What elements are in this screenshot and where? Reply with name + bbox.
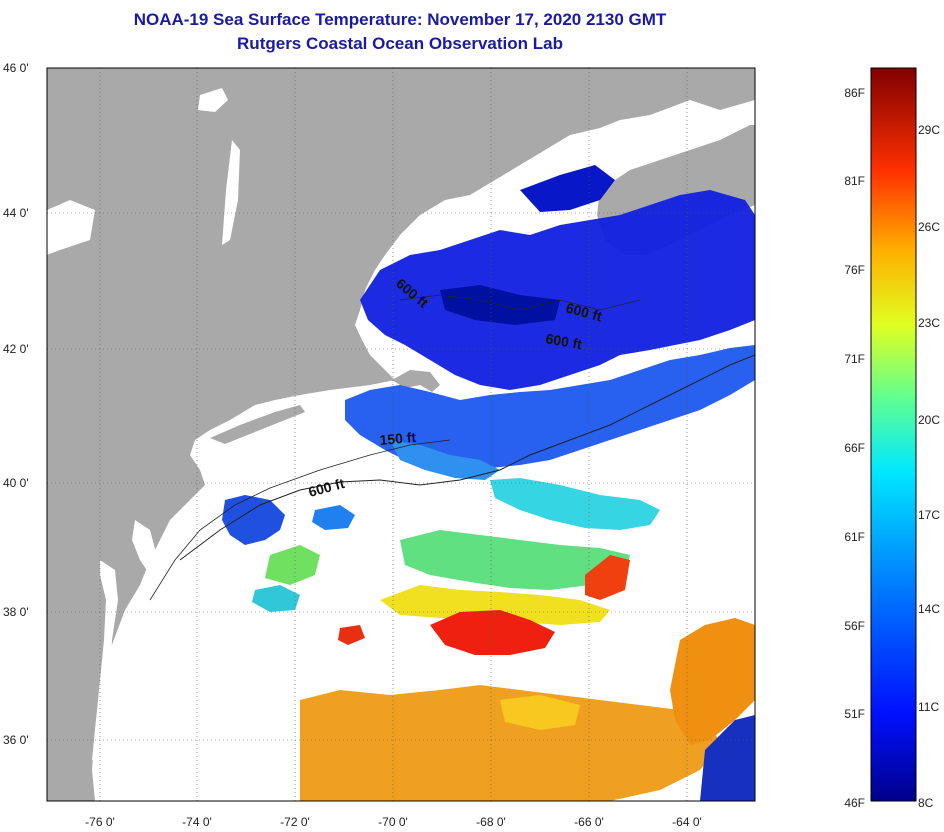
colorbar-c-label: 14C (918, 602, 940, 616)
colorbar-c-label: 29C (918, 123, 940, 137)
sst-green-west (265, 545, 320, 585)
lat-label: 38 0' (3, 605, 29, 619)
colorbar-c-label: 23C (918, 316, 940, 330)
inland-lake (198, 88, 228, 112)
lat-label: 40 0' (3, 476, 29, 490)
lon-label: -72 0' (280, 815, 310, 829)
map-title: NOAA-19 Sea Surface Temperature: Novembe… (133, 10, 667, 29)
lon-label: -76 0' (85, 815, 115, 829)
colorbar-f-label: 51F (844, 707, 865, 721)
sst-cold-nj-shelf (222, 495, 285, 545)
colorbar-f-label: 71F (844, 352, 865, 366)
lon-label: -66 0' (574, 815, 604, 829)
colorbar-gradient (870, 67, 917, 802)
lat-label: 46 0' (3, 61, 29, 75)
sst-yellow-band (380, 585, 610, 625)
sst-cold-bay-of-fundy (520, 165, 615, 212)
land-mainland (47, 68, 755, 801)
chesapeake-bay (92, 560, 118, 760)
sst-red-east (585, 555, 630, 600)
colorbar: 86F 81F 76F 71F 66F 61F 56F 51F 46F 29C … (844, 67, 940, 810)
isobath-label: 150 ft (379, 429, 417, 448)
colorbar-f-label: 76F (844, 263, 865, 277)
sst-green-band (400, 530, 630, 590)
sst-cold-gulf-of-maine (360, 190, 755, 390)
sst-cyan-west (252, 585, 300, 612)
colorbar-c-label: 17C (918, 508, 940, 522)
sst-red-core (430, 610, 555, 655)
colorbar-f-label: 46F (844, 796, 865, 810)
lon-label: -74 0' (182, 815, 212, 829)
colorbar-f-label: 66F (844, 441, 865, 455)
isobath-label: 600 ft (544, 330, 583, 352)
isobath-line-gom (399, 294, 641, 311)
colorbar-c-label: 26C (918, 220, 940, 234)
sst-orange-south (300, 685, 720, 801)
colorbar-f-label: 86F (844, 86, 865, 100)
lon-label: -70 0' (378, 815, 408, 829)
map-layers (47, 68, 755, 801)
sst-transition-band (490, 478, 660, 530)
lat-label: 44 0' (3, 206, 29, 220)
map-subtitle: Rutgers Coastal Ocean Observation Lab (237, 34, 563, 53)
delaware-bay (132, 520, 158, 575)
sst-warm-yellow-patches (500, 695, 580, 730)
colorbar-c-label: 8C (918, 796, 934, 810)
plot-frame (46, 67, 756, 802)
lon-label: -68 0' (476, 815, 506, 829)
sst-cold-georges-bank (345, 345, 755, 470)
colorbar-c-label: 20C (918, 413, 940, 427)
isobath-line-600ft (179, 354, 755, 561)
sst-orange-southeast (670, 618, 755, 745)
longitude-labels: -76 0' -74 0' -72 0' -70 0' -68 0' -66 0… (85, 815, 702, 829)
land-long-island (210, 405, 305, 444)
lake-ontario-part (47, 200, 95, 255)
latitude-labels: 46 0' 44 0' 42 0' 40 0' 38 0' 36 0' (3, 61, 29, 747)
sst-red-small (338, 625, 365, 645)
colorbar-c-label: 11C (918, 700, 939, 714)
lat-label: 36 0' (3, 733, 29, 747)
sst-cool-patch (312, 505, 355, 530)
sst-mid-slope (390, 440, 500, 480)
lake-champlain (222, 140, 240, 245)
colorbar-f-label: 81F (844, 174, 865, 188)
sst-cold-eddy-se (700, 715, 755, 801)
colorbar-f-label: 61F (844, 530, 865, 544)
lon-label: -64 0' (672, 815, 702, 829)
colorbar-f-label: 56F (844, 619, 865, 633)
isobath-line-150ft (149, 439, 451, 601)
lat-label: 42 0' (3, 342, 29, 356)
